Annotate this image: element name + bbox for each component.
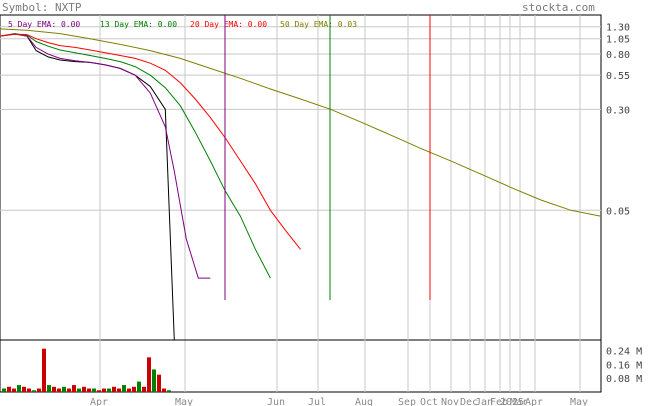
volume-bar: [162, 388, 166, 392]
x-tick-label: Aug: [355, 397, 373, 406]
volume-bar: [17, 385, 21, 392]
x-axis-ticks: Apr May Jun Jul Aug Sep Oct Nov DecJanFeb2025Mar…: [90, 397, 588, 406]
volume-bar: [137, 381, 141, 392]
x-tick-label: Apr: [90, 397, 108, 406]
x-tick-label: Mar: [510, 397, 528, 406]
series-line-50-day-ema: [0, 28, 602, 217]
volume-bar: [7, 386, 11, 392]
volume-bar: [12, 388, 16, 392]
volume-panel: [0, 339, 602, 393]
legend-item: 5 Day EMA: 0.00: [8, 20, 80, 29]
volume-bar: [127, 388, 131, 392]
volume-bar: [77, 388, 81, 392]
price-panel: [0, 14, 602, 341]
legend-item: 20 Day EMA: 0.00: [190, 20, 267, 29]
x-tick-label: Sep: [398, 397, 416, 406]
series-line-20-day-ema: [0, 33, 301, 250]
x-tick-label: Jun: [267, 397, 285, 406]
volume-bar: [102, 388, 106, 392]
x-tick-label: Apr: [525, 397, 543, 406]
volume-bar: [82, 386, 86, 392]
volume-bar: [2, 388, 6, 392]
volume-bar: [22, 386, 26, 392]
x-tick-label: 2025: [500, 397, 524, 406]
y-tick-label: 0.80: [606, 50, 630, 61]
x-tick-label: Oct: [420, 397, 438, 406]
volume-bar: [87, 388, 91, 392]
series-line-price: [0, 33, 202, 341]
volume-bar: [112, 386, 116, 392]
volume-bar: [52, 386, 56, 392]
y-tick-label: 0.05: [606, 206, 630, 217]
volume-bar: [42, 348, 46, 392]
series-line-5-day-ema: [0, 33, 211, 279]
volume-bar: [72, 385, 76, 392]
volume-bars: [2, 348, 171, 392]
volume-bar: [142, 386, 146, 392]
volume-tick-label: 0.24 M: [606, 346, 642, 357]
y-tick-label: 1.30: [606, 23, 630, 34]
volume-bar: [92, 388, 96, 392]
x-tick-label: May: [570, 397, 588, 406]
series-lines: [0, 15, 602, 341]
volume-bar: [157, 374, 161, 392]
volume-bar: [57, 388, 61, 392]
volume-bar: [147, 357, 151, 392]
volume-bar: [132, 386, 136, 392]
x-tick-label: Nov: [441, 397, 459, 406]
volume-bar: [167, 390, 171, 392]
legend-item: 50 Day EMA: 0.03: [280, 20, 357, 29]
x-tick-label: Jan: [475, 397, 493, 406]
x-tick-label: May: [175, 397, 193, 406]
volume-bar: [122, 385, 126, 392]
x-tick-label: Jul: [308, 397, 326, 406]
y-tick-label: 0.30: [606, 105, 630, 116]
x-tick-label: Dec: [460, 397, 478, 406]
volume-bar: [37, 388, 41, 392]
symbol-label: Symbol: NXTP: [2, 1, 82, 14]
volume-tick-label: 0.08 M: [606, 374, 642, 385]
legend-item: 13 Day EMA: 0.00: [100, 20, 177, 29]
volume-bar: [47, 385, 51, 392]
volume-bar: [27, 388, 31, 392]
volume-bar: [97, 390, 101, 392]
y-tick-label: 1.05: [606, 35, 630, 46]
y-tick-label: 0.55: [606, 71, 630, 82]
volume-bar: [62, 386, 66, 392]
x-tick-label: Feb: [490, 397, 508, 406]
y-axis-ticks: 1.301.05 0.80 0.55 0.30 0.05 0.24 M 0.16 M 0.08…: [606, 23, 642, 385]
volume-bar: [32, 390, 36, 392]
site-label: stockta.com: [522, 1, 595, 14]
volume-bar: [117, 388, 121, 392]
volume-tick-label: 0.16 M: [606, 360, 642, 371]
legend: 5 Day EMA: 0.00 13 Day EMA: 0.00 20 Day EM…: [8, 20, 357, 29]
volume-bar: [67, 388, 71, 392]
volume-bar: [152, 369, 156, 392]
volume-bar: [107, 388, 111, 392]
series-line-13-day-ema: [0, 33, 271, 279]
